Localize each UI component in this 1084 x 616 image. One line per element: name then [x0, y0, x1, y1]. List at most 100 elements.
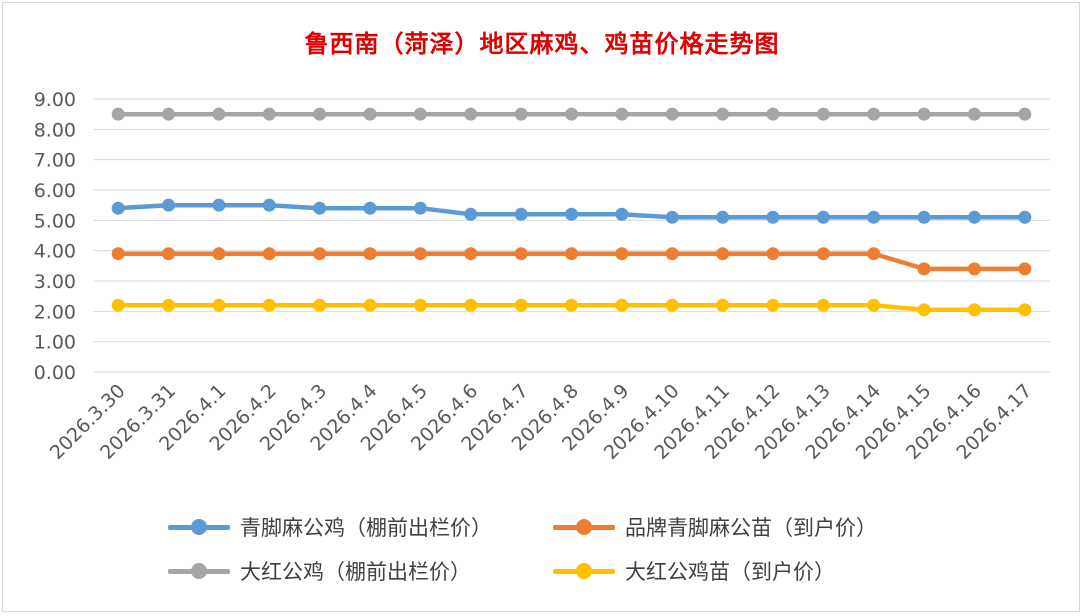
- data-point: [766, 107, 780, 121]
- data-point: [111, 201, 125, 215]
- data-point: [212, 198, 226, 212]
- legend-label: 大红公鸡苗（到户价）: [625, 560, 835, 584]
- data-point: [212, 247, 226, 261]
- legend-label: 品牌青脚麻公苗（到户价）: [625, 516, 877, 540]
- data-point: [262, 247, 276, 261]
- data-point: [967, 262, 981, 276]
- y-tick-label: 7.00: [34, 150, 76, 172]
- data-point: [716, 107, 730, 121]
- y-tick-label: 6.00: [34, 180, 76, 202]
- data-point: [162, 107, 176, 121]
- data-point: [816, 247, 830, 261]
- data-point: [816, 107, 830, 121]
- data-point: [716, 247, 730, 261]
- y-tick-label: 5.00: [34, 210, 76, 232]
- data-point: [212, 107, 226, 121]
- data-point: [212, 298, 226, 312]
- data-point: [162, 298, 176, 312]
- data-point: [917, 210, 931, 224]
- chart-title: 鲁西南（菏泽）地区麻鸡、鸡苗价格走势图: [304, 29, 780, 58]
- data-point: [565, 207, 578, 221]
- data-point: [464, 298, 478, 312]
- data-point: [665, 298, 679, 312]
- data-point: [665, 247, 679, 261]
- y-tick-label: 0.00: [34, 362, 76, 384]
- data-point: [967, 303, 981, 317]
- y-tick-label: 1.00: [34, 332, 76, 354]
- data-point: [665, 107, 679, 121]
- data-point: [615, 207, 629, 221]
- data-point: [867, 107, 881, 121]
- data-point: [615, 247, 629, 261]
- data-point: [262, 198, 276, 212]
- data-point: [867, 210, 881, 224]
- data-point: [766, 247, 780, 261]
- data-point: [967, 107, 981, 121]
- data-point: [1018, 303, 1032, 317]
- data-point: [917, 303, 931, 317]
- data-point: [565, 298, 578, 312]
- data-point: [716, 298, 730, 312]
- y-tick-label: 3.00: [34, 271, 76, 293]
- data-point: [867, 298, 881, 312]
- data-point: [514, 207, 528, 221]
- data-point: [313, 247, 327, 261]
- data-point: [363, 107, 377, 121]
- data-point: [1018, 262, 1032, 276]
- data-point: [514, 247, 528, 261]
- data-point: [615, 298, 629, 312]
- data-point: [565, 107, 578, 121]
- legend-item: 大红公鸡（棚前出栏价）: [168, 556, 471, 586]
- data-point: [766, 298, 780, 312]
- data-point: [162, 198, 176, 212]
- y-tick-label: 8.00: [34, 119, 76, 141]
- data-point: [313, 107, 327, 121]
- data-point: [615, 107, 629, 121]
- data-point: [766, 210, 780, 224]
- legend-label: 青脚麻公鸡（棚前出栏价）: [240, 516, 492, 540]
- legend-label: 大红公鸡（棚前出栏价）: [240, 560, 471, 584]
- data-point: [413, 107, 427, 121]
- data-point: [716, 210, 730, 224]
- data-point: [565, 247, 578, 261]
- data-point: [413, 298, 427, 312]
- legend-item: 大红公鸡苗（到户价）: [553, 556, 835, 586]
- data-point: [162, 247, 176, 261]
- data-point: [1018, 107, 1032, 121]
- data-point: [867, 247, 881, 261]
- data-point: [514, 107, 528, 121]
- data-point: [464, 207, 478, 221]
- data-point: [816, 298, 830, 312]
- legend-swatch: [168, 517, 230, 537]
- data-point: [111, 298, 125, 312]
- data-point: [464, 107, 478, 121]
- y-tick-label: 9.00: [34, 89, 76, 111]
- data-point: [1018, 210, 1032, 224]
- data-point: [363, 298, 377, 312]
- data-point: [363, 247, 377, 261]
- data-point: [967, 210, 981, 224]
- data-point: [313, 201, 327, 215]
- legend-swatch: [553, 517, 615, 537]
- data-point: [514, 298, 528, 312]
- y-tick-label: 4.00: [34, 241, 76, 263]
- data-point: [665, 210, 679, 224]
- data-point: [917, 262, 931, 276]
- data-point: [111, 107, 125, 121]
- legend-swatch: [168, 561, 230, 581]
- data-point: [262, 298, 276, 312]
- legend-item: 品牌青脚麻公苗（到户价）: [553, 512, 877, 542]
- legend-item: 青脚麻公鸡（棚前出栏价）: [168, 512, 492, 542]
- data-point: [413, 201, 427, 215]
- y-tick-label: 2.00: [34, 301, 76, 323]
- data-point: [363, 201, 377, 215]
- data-point: [313, 298, 327, 312]
- legend-swatch: [553, 561, 615, 581]
- data-point: [816, 210, 830, 224]
- data-point: [111, 247, 125, 261]
- data-point: [917, 107, 931, 121]
- data-point: [413, 247, 427, 261]
- data-point: [262, 107, 276, 121]
- data-point: [464, 247, 478, 261]
